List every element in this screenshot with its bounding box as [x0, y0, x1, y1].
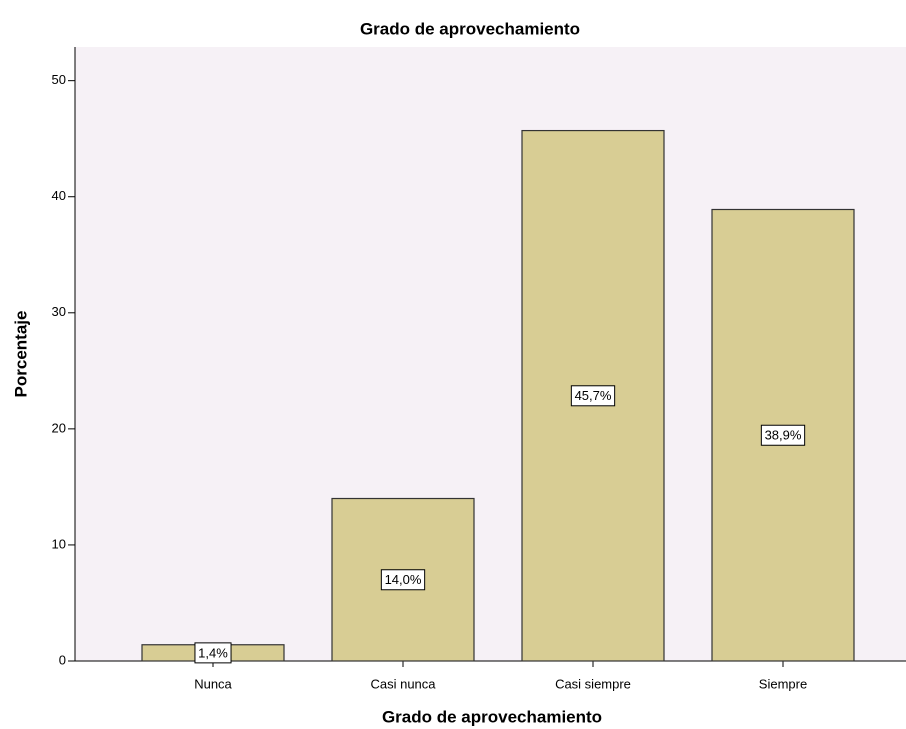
value-label: 1,4%	[198, 645, 228, 660]
value-label: 14,0%	[385, 572, 422, 587]
y-tick-label: 50	[52, 72, 66, 87]
value-label-box	[380, 569, 426, 591]
x-tick-label: Siempre	[759, 676, 807, 691]
value-label-box	[570, 385, 616, 407]
y-tick-label: 20	[52, 420, 66, 435]
value-label: 45,7%	[575, 388, 612, 403]
y-tick-label: 10	[52, 536, 66, 551]
x-tick-label: Nunca	[194, 676, 232, 691]
y-tick-label: 30	[52, 304, 66, 319]
value-label-box	[760, 424, 806, 446]
chart-title: Grado de aprovechamiento	[360, 19, 580, 38]
x-axis-title: Grado de aprovechamiento	[382, 707, 602, 726]
value-label: 38,9%	[765, 428, 802, 443]
y-axis-title: Porcentaje	[11, 311, 30, 398]
y-tick-label: 40	[52, 188, 66, 203]
y-tick-label: 0	[59, 652, 66, 667]
x-tick-label: Casi siempre	[555, 676, 631, 691]
x-tick-label: Casi nunca	[370, 676, 436, 691]
value-label-box	[194, 642, 232, 664]
